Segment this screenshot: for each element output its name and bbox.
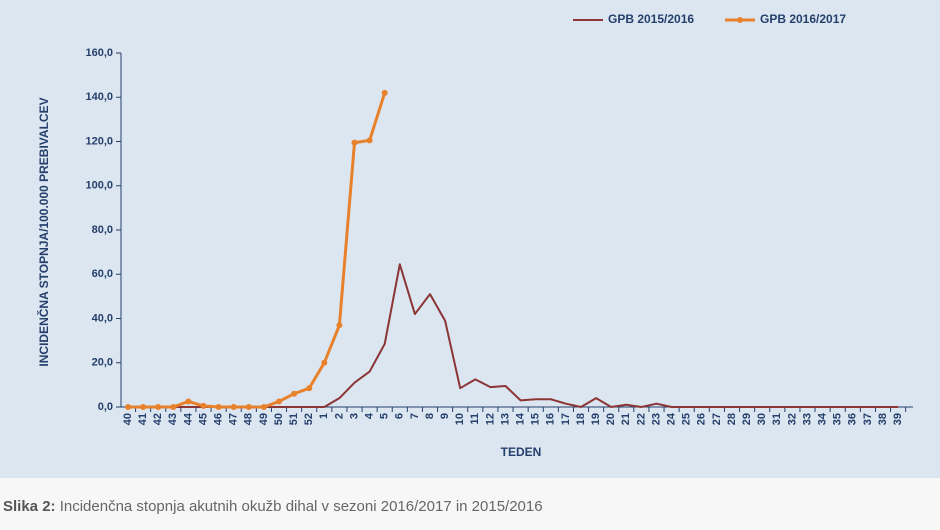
legend-marker (737, 17, 743, 23)
series-marker (155, 404, 162, 410)
series-marker (200, 402, 207, 409)
x-tick-label: 16 (545, 413, 557, 425)
y-tick-label: 0,0 (98, 401, 113, 413)
x-tick-label: 9 (439, 413, 451, 419)
series-marker (170, 404, 177, 410)
legend-label: GPB 2015/2016 (608, 12, 694, 26)
x-tick-label: 45 (197, 413, 209, 425)
series-marker (215, 404, 222, 410)
x-tick-label: 25 (681, 413, 693, 425)
x-tick-label: 24 (666, 412, 678, 425)
series-marker (291, 390, 298, 397)
y-tick-label: 160,0 (85, 47, 113, 59)
x-tick-label: 35 (832, 413, 844, 425)
x-tick-label: 8 (424, 413, 436, 419)
x-tick-label: 15 (530, 413, 542, 425)
x-tick-label: 3 (348, 413, 360, 419)
x-tick-label: 4 (364, 412, 376, 419)
x-tick-label: 12 (484, 413, 496, 425)
x-tick-label: 13 (499, 413, 511, 425)
series-marker (321, 359, 328, 366)
legend-label: GPB 2016/2017 (760, 12, 846, 26)
x-tick-label: 7 (409, 413, 421, 419)
x-tick-label: 31 (771, 413, 783, 425)
series-marker (230, 404, 237, 410)
x-tick-label: 20 (605, 413, 617, 425)
x-tick-label: 38 (877, 413, 889, 425)
chart-background (0, 0, 940, 478)
x-tick-label: 32 (786, 413, 798, 425)
x-tick-label: 19 (590, 413, 602, 425)
series-marker (351, 139, 358, 146)
x-tick-label: 11 (469, 413, 481, 425)
x-tick-label: 41 (137, 413, 149, 425)
caption-text: Incidenčna stopnja akutnih okužb dihal v… (59, 498, 543, 515)
x-tick-label: 17 (560, 413, 572, 425)
x-tick-label: 14 (515, 412, 527, 425)
x-tick-label: 18 (575, 413, 587, 425)
series-marker (260, 404, 267, 410)
x-tick-label: 10 (454, 413, 466, 425)
y-axis-label: INCIDENČNA STOPNJA/100.000 PREBIVALCEV (36, 97, 51, 366)
x-tick-label: 48 (243, 413, 255, 425)
x-tick-label: 36 (847, 413, 859, 425)
y-tick-label: 120,0 (85, 135, 113, 147)
x-tick-label: 27 (711, 413, 723, 425)
x-tick-label: 26 (696, 413, 708, 425)
series-marker (140, 404, 147, 410)
x-tick-label: 22 (635, 413, 647, 425)
x-tick-label: 34 (817, 412, 829, 425)
x-tick-label: 42 (152, 413, 164, 425)
x-tick-label: 49 (258, 413, 270, 425)
y-tick-label: 80,0 (92, 224, 113, 236)
x-tick-label: 5 (379, 413, 391, 419)
y-tick-label: 20,0 (92, 357, 113, 369)
y-tick-label: 40,0 (92, 312, 113, 324)
series-marker (276, 398, 282, 405)
x-tick-label: 21 (620, 413, 632, 425)
caption: Slika 2: Incidenčna stopnja akutnih okuž… (3, 498, 543, 515)
x-tick-label: 33 (801, 413, 813, 425)
x-tick-label: 43 (167, 413, 179, 425)
x-tick-label: 28 (726, 413, 738, 425)
x-tick-label: 37 (862, 413, 874, 425)
x-tick-label: 50 (273, 413, 285, 425)
caption-label: Slika 2: (3, 498, 56, 515)
series-marker (366, 137, 373, 144)
x-tick-label: 1 (318, 413, 330, 419)
x-tick-label: 29 (741, 413, 753, 425)
y-tick-label: 140,0 (85, 91, 113, 103)
series-marker (381, 89, 388, 96)
x-tick-label: 51 (288, 413, 300, 425)
x-axis-label: TEDEN (501, 445, 542, 459)
x-tick-label: 39 (892, 413, 904, 425)
x-tick-label: 30 (756, 413, 768, 425)
x-tick-label: 40 (122, 413, 134, 425)
x-tick-label: 46 (213, 413, 225, 425)
series-marker (185, 398, 192, 405)
series-marker (245, 404, 252, 410)
series-marker (125, 404, 131, 410)
y-tick-label: 60,0 (92, 268, 113, 280)
x-tick-label: 44 (182, 412, 194, 425)
x-tick-label: 52 (303, 413, 315, 425)
x-tick-label: 23 (650, 413, 662, 425)
x-tick-label: 2 (333, 413, 345, 419)
x-tick-label: 6 (394, 413, 406, 419)
x-tick-label: 47 (228, 413, 240, 425)
y-tick-label: 100,0 (85, 180, 113, 192)
series-marker (306, 385, 313, 392)
series-marker (336, 322, 343, 329)
chart: INCIDENČNA STOPNJA/100.000 PREBIVALCEV T… (0, 0, 940, 478)
